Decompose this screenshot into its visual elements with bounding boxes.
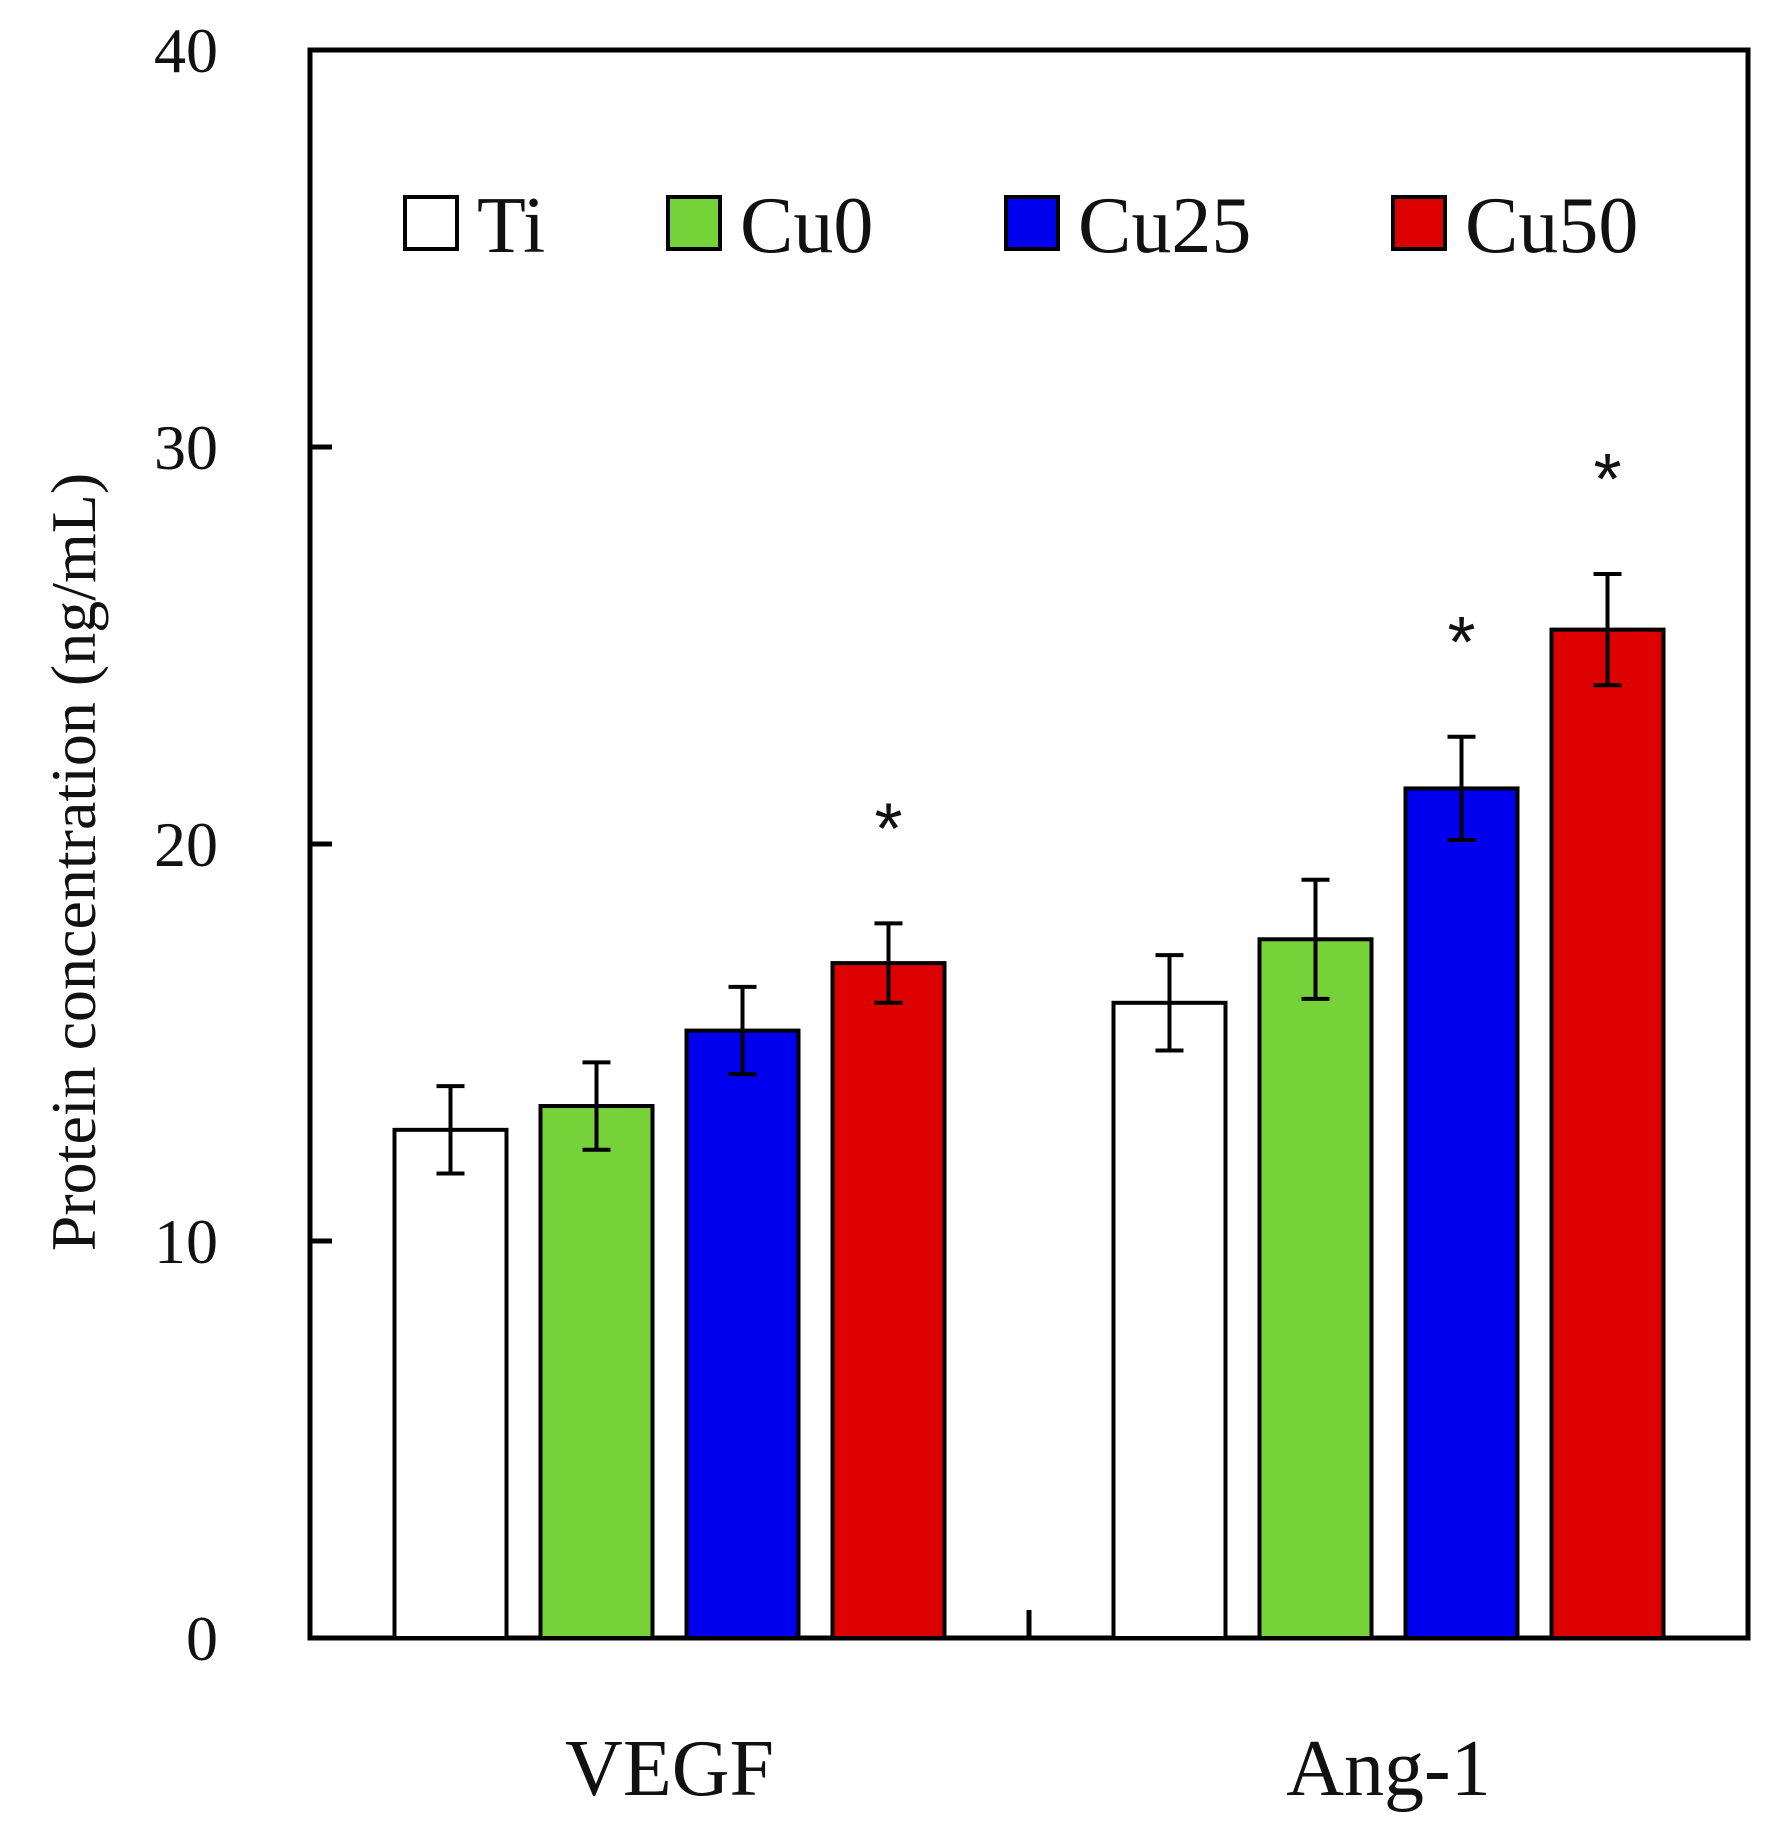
legend-label: Cu50 [1465, 182, 1638, 270]
bar [830, 961, 947, 1640]
x-category-label: VEGF [565, 1725, 774, 1813]
significance-marker: * [1447, 603, 1475, 683]
significance-marker: * [1593, 440, 1621, 520]
bar [1257, 937, 1374, 1640]
bar [538, 1104, 655, 1640]
legend-label: Ti [477, 182, 545, 270]
legend: Ti Cu0 Cu25 Cu50 [403, 182, 1638, 270]
bars: * * * [392, 440, 1666, 1640]
legend-label: Cu25 [1078, 182, 1251, 270]
axes: 0 10 20 30 40 VEGF Ang-1 [154, 15, 1751, 1813]
bar [684, 1028, 801, 1640]
bar [392, 1127, 509, 1640]
plot-frame [307, 47, 1751, 1641]
x-category-label: Ang-1 [1286, 1725, 1490, 1813]
legend-swatch [666, 195, 722, 251]
y-tick-label: 0 [186, 1603, 218, 1674]
significance-marker: * [874, 789, 902, 869]
y-tick-label: 30 [154, 412, 218, 483]
bar [1111, 1000, 1228, 1640]
legend-swatch [403, 195, 459, 251]
legend-swatch [1004, 195, 1060, 251]
y-tick-label: 20 [154, 809, 218, 880]
legend-label: Cu0 [740, 182, 873, 270]
bar [1549, 627, 1666, 1640]
bar [1403, 786, 1520, 1640]
y-tick-label: 10 [154, 1206, 218, 1277]
legend-swatch [1391, 195, 1447, 251]
y-axis-title: Protein concentration (ng/mL) [38, 473, 109, 1251]
y-tick-label: 40 [154, 15, 218, 86]
